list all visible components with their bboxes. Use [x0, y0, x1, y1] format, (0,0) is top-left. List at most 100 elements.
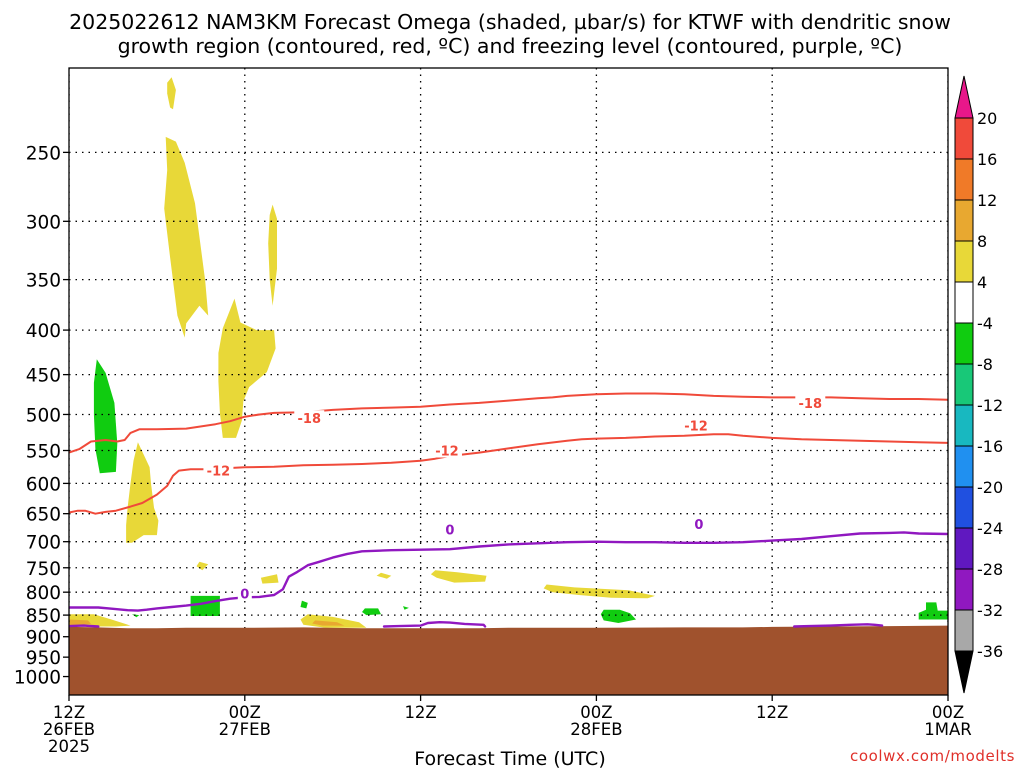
colorbar-bin-11	[954, 568, 974, 611]
colorbar-label-10: -24	[977, 519, 1003, 538]
omega-region-6	[260, 574, 279, 584]
colorbar-bin-1	[954, 158, 974, 201]
omega-region-3	[218, 298, 276, 438]
plot-frame	[68, 67, 949, 696]
omega-region-0	[164, 136, 209, 338]
colorbar-bin-7	[954, 404, 974, 447]
freezing-contour-line-1	[69, 624, 100, 628]
y-tick-label-650: 650	[26, 505, 61, 526]
dgz-contour-label-bg-1-1	[431, 442, 462, 458]
omega-region-14	[93, 359, 118, 474]
plot-clip-group: -18 -18 -12 -12 -12 0 0 0	[69, 68, 948, 695]
freezing-contour-line-0	[69, 531, 948, 612]
dgz-contour-label-1-2: -12	[684, 420, 708, 435]
x-tick-label-0-2: 2025	[48, 737, 90, 756]
colorbar-bin-6	[954, 363, 974, 406]
omega-colorbar: 20 16 12 8 4 -4 -8 -12 -16 -20 -24 -28 -32 -36	[954, 75, 1003, 694]
y-tick-label-950: 950	[26, 648, 61, 669]
freezing-contour-line-3	[793, 623, 884, 628]
y-tick-label-300: 300	[26, 212, 61, 233]
credit-text: coolwx.com/modelts	[850, 747, 1015, 765]
chart-title-line-1: 2025022612 NAM3KM Forecast Omega (shaded…	[69, 10, 951, 34]
y-tick-label-600: 600	[26, 474, 61, 495]
colorbar-label-13: -36	[977, 642, 1003, 661]
omega-region-19	[132, 614, 140, 618]
y-tick-label-350: 350	[26, 271, 61, 292]
x-tick-label-60-0: 00Z	[932, 703, 964, 722]
colorbar-label-7: -12	[977, 396, 1003, 415]
omega-region-2	[268, 204, 277, 306]
colorbar-label-2: 12	[977, 191, 997, 210]
omega-region-20	[600, 609, 636, 623]
omega-region-11	[69, 619, 91, 626]
colorbar-bin-10	[954, 527, 974, 570]
dgz-contour-label-0-1: -18	[799, 397, 823, 412]
dgz-contour-label-bg-0-1	[795, 394, 826, 410]
y-tick-label-800: 800	[26, 583, 61, 604]
colorbar-bin-3	[954, 240, 974, 283]
y-tick-label-250: 250	[26, 143, 61, 164]
colorbar-label-1: 16	[977, 150, 997, 169]
colorbar-label-4: 4	[977, 273, 987, 292]
colorbar-bin-8	[954, 445, 974, 488]
plot-area: -18 -18 -12 -12 -12 0 0 0	[68, 67, 949, 696]
y-axis: 2503003504004505005506006507007508008509…	[14, 143, 69, 689]
omega-region-15	[190, 595, 220, 616]
x-tick-label-36-1: 28FEB	[570, 720, 622, 739]
x-tick-label-48-0: 12Z	[756, 703, 788, 722]
dgz-contour-label-bg-1-2	[681, 417, 712, 433]
colorbar-bin-0	[954, 117, 974, 160]
omega-region-8	[430, 570, 487, 583]
y-tick-label-400: 400	[26, 321, 61, 342]
y-tick-label-850: 850	[26, 606, 61, 627]
colorbar-bin-4	[954, 281, 974, 324]
freezing-contour-label-0-1: 0	[445, 524, 454, 539]
omega-region-7	[376, 572, 392, 579]
omega-region-17	[362, 608, 381, 616]
colorbar-bin-5	[954, 322, 974, 365]
dgz-contour-label-1-1: -12	[435, 445, 459, 460]
colorbar-label-3: 8	[977, 232, 987, 251]
x-tick-label-60-1: 1MAR	[924, 720, 972, 739]
plot-background	[69, 68, 948, 695]
chart-title: 2025022612 NAM3KM Forecast Omega (shaded…	[69, 10, 951, 58]
freezing-contour-label-0-2: 0	[694, 518, 703, 533]
y-tick-label-500: 500	[26, 405, 61, 426]
x-tick-label-0-1: 26FEB	[43, 720, 95, 739]
colorbar-arrow-bottom	[954, 650, 974, 694]
y-tick-label-550: 550	[26, 442, 61, 463]
y-tick-label-700: 700	[26, 533, 61, 554]
dgz-contour-label-bg-0-0	[294, 410, 325, 426]
omega-region-16	[300, 600, 308, 609]
dgz-contour-label-1-0: -12	[207, 465, 231, 480]
dgz-contour-label-bg-1-0	[203, 462, 234, 478]
freezing-contour-label-bg-0-2	[691, 515, 706, 531]
colorbar-label-12: -32	[977, 601, 1003, 620]
colorbar-label-6: -8	[977, 355, 993, 374]
freezing-contour-label-0-0: 0	[240, 588, 249, 603]
freezing-contour-label-bg-0-0	[237, 585, 252, 601]
colorbar-bin-2	[954, 199, 974, 242]
colorbar-label-0: 20	[977, 109, 997, 128]
colorbar-label-8: -16	[977, 437, 1003, 456]
chart-title-line-2: growth region (contoured, red, ºC) and f…	[118, 34, 903, 58]
colorbar-arrow-top	[954, 75, 974, 119]
freezing-contour-line-2	[382, 621, 487, 628]
y-tick-label-1000: 1000	[14, 668, 61, 689]
omega-region-18	[403, 606, 409, 610]
dgz-contour-line-1	[69, 433, 948, 515]
x-tick-label-36-0: 00Z	[580, 703, 612, 722]
x-axis-label: Forecast Time (UTC)	[414, 748, 605, 768]
y-tick-label-450: 450	[26, 366, 61, 387]
omega-region-13	[312, 620, 345, 626]
freezing-contour-label-bg-0-1	[442, 521, 457, 537]
x-tick-label-24-0: 12Z	[404, 703, 436, 722]
omega-region-4	[126, 442, 159, 543]
x-tick-label-12-0: 00Z	[229, 703, 261, 722]
x-tick-label-12-1: 27FEB	[219, 720, 271, 739]
colorbar-bin-9	[954, 486, 974, 529]
omega-region-1	[167, 77, 176, 110]
dgz-contour-label-0-0: -18	[298, 412, 322, 427]
